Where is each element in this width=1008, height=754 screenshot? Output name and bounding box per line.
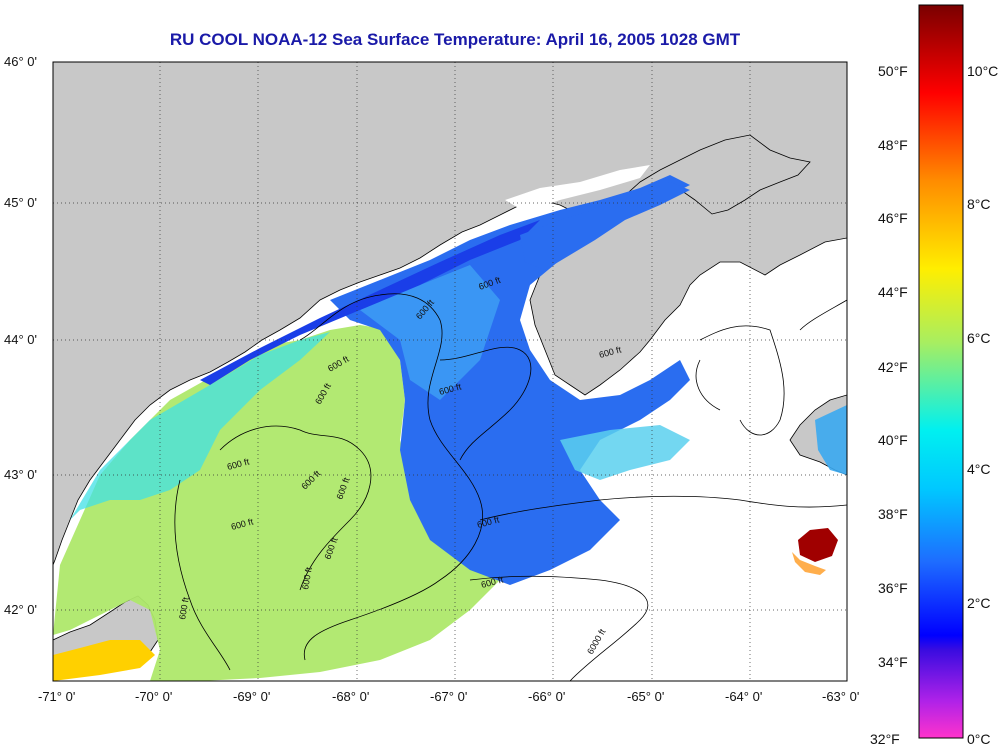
lon-label: -65° 0' — [627, 689, 664, 704]
f-label: 32°F — [870, 731, 900, 747]
sst-water-far-east-patch — [815, 405, 847, 475]
c-label: 6°C — [967, 330, 991, 346]
lat-label: 46° 0' — [4, 54, 37, 69]
c-label: 4°C — [967, 461, 991, 477]
latitude-labels: 46° 0' 45° 0' 44° 0' 43° 0' 42° 0' — [4, 54, 37, 617]
lat-label: 44° 0' — [4, 332, 37, 347]
sst-water-cyan-mid — [70, 332, 330, 520]
f-label: 38°F — [878, 506, 908, 522]
sst-water-lightblue-inner — [360, 265, 500, 400]
lat-label: 43° 0' — [4, 467, 37, 482]
lon-label: -66° 0' — [528, 689, 565, 704]
graticule — [53, 62, 847, 681]
colorbar-celsius-labels: 10°C 8°C 6°C 4°C 2°C 0°C — [967, 63, 998, 747]
f-label: 34°F — [878, 654, 908, 670]
lon-label: -69° 0' — [233, 689, 270, 704]
f-label: 50°F — [878, 63, 908, 79]
lon-label: -64° 0' — [725, 689, 762, 704]
svg-text:600 ft: 600 ft — [300, 566, 314, 590]
f-label: 46°F — [878, 210, 908, 226]
f-label: 48°F — [878, 137, 908, 153]
lat-label: 45° 0' — [4, 195, 37, 210]
depth-contours — [174, 293, 847, 681]
lon-label: -70° 0' — [135, 689, 172, 704]
cloud-patch-coast — [505, 165, 650, 212]
longitude-labels: -71° 0' -70° 0' -69° 0' -68° 0' -67° 0' … — [38, 689, 859, 704]
lat-label: 42° 0' — [4, 602, 37, 617]
sst-water-south-plume — [560, 425, 690, 480]
lon-label: -67° 0' — [430, 689, 467, 704]
lon-label: -63° 0' — [822, 689, 859, 704]
c-label: 8°C — [967, 196, 991, 212]
c-label: 10°C — [967, 63, 998, 79]
map-frame — [52, 61, 848, 682]
sst-warm-eddy — [798, 528, 838, 562]
colorbar-fahrenheit-labels: 50°F 48°F 46°F 44°F 42°F 40°F 38°F 36°F … — [870, 63, 908, 747]
lon-label: -68° 0' — [332, 689, 369, 704]
f-label: 36°F — [878, 580, 908, 596]
sst-warm-eddy-edge — [792, 552, 826, 575]
lon-label: -71° 0' — [38, 689, 75, 704]
c-label: 2°C — [967, 595, 991, 611]
sst-water-bay-of-fundy — [520, 182, 690, 270]
f-label: 40°F — [878, 432, 908, 448]
svg-text:600 ft: 600 ft — [177, 596, 191, 620]
map-title: RU COOL NOAA-12 Sea Surface Temperature:… — [169, 30, 741, 49]
c-label: 0°C — [967, 731, 991, 747]
temperature-colorbar — [918, 4, 964, 739]
sst-water-coastal-deepblue — [200, 220, 540, 385]
f-label: 42°F — [878, 359, 908, 375]
sst-capecod-warm — [53, 640, 155, 681]
f-label: 44°F — [878, 284, 908, 300]
